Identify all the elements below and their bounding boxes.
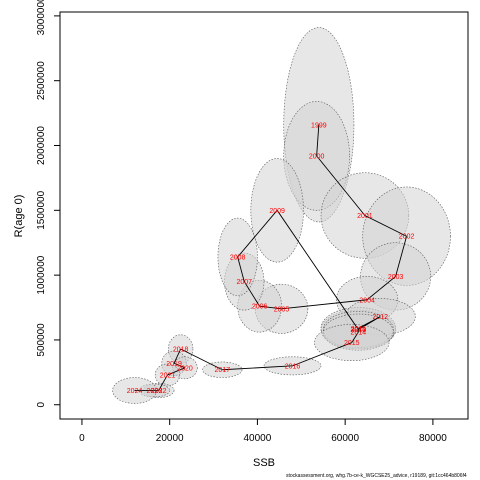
x-tick-label: 20000 [156, 433, 184, 444]
segment-2002-2003 [395, 236, 408, 277]
segment-2014-2015 [351, 331, 359, 343]
point-label-2003: 2003 [388, 274, 404, 281]
point-label-2005: 2005 [274, 306, 290, 313]
segment-2015-2016 [292, 342, 352, 367]
point-label-2017: 2017 [215, 367, 231, 374]
segment-2018-2019 [173, 348, 182, 364]
point-label-2015: 2015 [344, 340, 360, 347]
point-label-2001: 2001 [357, 213, 373, 220]
segment-2012-2013 [358, 316, 381, 330]
point-label-2024: 2024 [127, 388, 143, 395]
point-label-2002: 2002 [399, 234, 415, 241]
segment-2021-2022 [158, 374, 168, 391]
point-label-2014: 2014 [351, 330, 367, 337]
point-label-2023: 2023 [147, 388, 163, 395]
segment-2017-2018 [180, 348, 223, 371]
point-label-2008: 2008 [230, 254, 246, 261]
point-label-2018: 2018 [173, 347, 189, 354]
segment-2009-2010 [276, 210, 359, 330]
footnote: stockassessment.org, whg.7b-ce-k_WGCSE25… [286, 473, 467, 479]
point-label-2004: 2004 [359, 297, 375, 304]
x-axis-title: SSB [253, 457, 275, 469]
segment-2020-2021 [167, 367, 186, 376]
confidence-ellipses [112, 27, 451, 404]
x-tick-label: 0 [79, 433, 85, 444]
point-label-2012: 2012 [372, 314, 388, 321]
segment-2006-2007 [243, 281, 260, 307]
segment-2000-2001 [316, 155, 366, 216]
trajectory-lines [134, 124, 408, 391]
point-label-1999: 1999 [311, 122, 327, 129]
point-label-2022: 2022 [151, 388, 167, 395]
y-tick-label: 1500000 [36, 190, 47, 229]
point-label-2020: 2020 [177, 365, 193, 372]
year-labels: 1999 2000 2001 2002 2003 2004 2005 2006 2007 2008… [127, 122, 415, 395]
x-tick-label: 60000 [331, 433, 359, 444]
point-label-2013: 2013 [351, 327, 367, 334]
point-label-2016: 2016 [285, 363, 301, 370]
point-label-2006: 2006 [252, 304, 268, 311]
y-tick-label: 3000000 [36, 0, 47, 35]
segment-2007-2008 [237, 256, 245, 282]
y-tick-label: 0 [36, 402, 47, 408]
y-tick-label: 2000000 [36, 126, 47, 165]
segment-2008-2009 [237, 210, 278, 258]
point-label-2021: 2021 [160, 372, 176, 379]
y-tick-label: 2500000 [36, 61, 47, 100]
point-label-2007: 2007 [236, 279, 252, 286]
x-tick-label: 80000 [419, 433, 447, 444]
x-axis: 0 20000 40000 60000 80000 [79, 418, 447, 444]
segment-2003-2004 [366, 276, 396, 301]
x-tick-label: 40000 [244, 433, 272, 444]
point-label-2009: 2009 [269, 208, 285, 215]
segment-2005-2006 [259, 305, 282, 310]
y-axis-title: R(age 0) [13, 195, 25, 238]
segment-2004-2005 [281, 299, 368, 310]
segment-2019-2020 [173, 362, 186, 369]
y-tick-label: 1000000 [36, 255, 47, 294]
point-label-2019: 2019 [166, 361, 182, 368]
point-label-2010: 2010 [351, 327, 367, 334]
y-axis: 0 500000 1000000 1500000 2000000 2500000 30000… [36, 0, 61, 408]
point-label-2011: 2011 [351, 326, 366, 333]
point-label-2000: 2000 [309, 153, 325, 160]
segment-2001-2002 [364, 215, 407, 237]
y-tick-label: 500000 [36, 323, 47, 357]
segment-1999-2000 [316, 124, 320, 156]
segment-2016-2017 [222, 365, 293, 371]
